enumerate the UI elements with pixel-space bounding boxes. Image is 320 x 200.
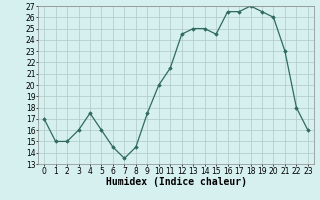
X-axis label: Humidex (Indice chaleur): Humidex (Indice chaleur) bbox=[106, 177, 246, 187]
